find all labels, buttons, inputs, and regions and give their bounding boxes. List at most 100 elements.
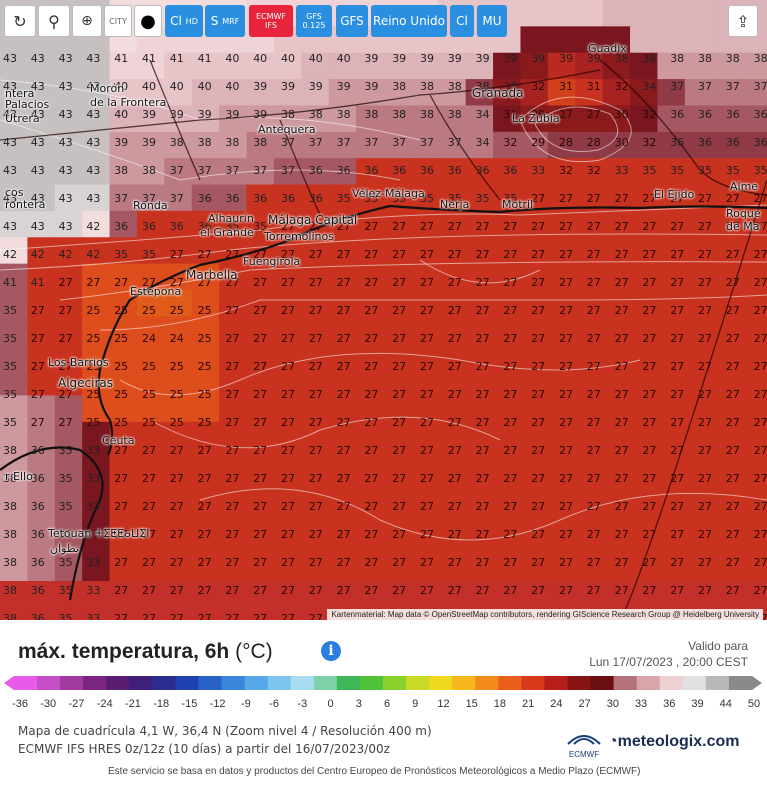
- temperature-value: 27: [281, 528, 295, 541]
- temperature-value: 27: [726, 220, 740, 233]
- temperature-value: 27: [726, 444, 740, 457]
- valid-time: Valido para Lun 17/07/2023 , 20:00 CEST: [589, 638, 748, 670]
- temperature-value: 38: [198, 136, 212, 149]
- temperature-value: 36: [31, 584, 45, 597]
- scale-swatch: [83, 676, 107, 690]
- city-label: CITY: [109, 16, 127, 26]
- temperature-value: 27: [726, 248, 740, 261]
- temperature-value: 27: [670, 556, 684, 569]
- temperature-value: 27: [281, 332, 295, 345]
- temperature-value: 39: [420, 52, 434, 65]
- cl-button[interactable]: Cl: [450, 5, 474, 37]
- temperature-value: 35: [225, 220, 239, 233]
- temperature-value: 27: [698, 500, 712, 513]
- temperature-value: 39: [503, 52, 517, 65]
- temperature-value: 27: [615, 192, 629, 205]
- temperature-value: 36: [392, 164, 406, 177]
- temperature-value: 27: [698, 360, 712, 373]
- city-button[interactable]: CITY: [104, 5, 132, 37]
- location-button[interactable]: ⚲: [38, 5, 70, 37]
- temperature-value: 27: [448, 416, 462, 429]
- temperature-value: 27: [420, 528, 434, 541]
- scale-tick: -15: [181, 698, 198, 710]
- temperature-value: 38: [698, 52, 712, 65]
- temperature-value: 27: [476, 248, 490, 261]
- temperature-value: 27: [337, 304, 351, 317]
- share-button[interactable]: ⇪: [728, 5, 758, 37]
- gfs-res-sub: 0.125: [302, 21, 326, 30]
- city-label: Torremolinos: [264, 230, 334, 243]
- temperature-value: 27: [670, 444, 684, 457]
- temperature-value: 27: [726, 388, 740, 401]
- temperature-value: 27: [448, 528, 462, 541]
- gfs-0125-button[interactable]: GFS 0.125: [296, 5, 332, 37]
- scale-swatch: [429, 676, 453, 690]
- temperature-value: 27: [531, 556, 545, 569]
- temperature-value: 27: [642, 276, 656, 289]
- temperature-value: 38: [3, 444, 17, 457]
- s-mrf-button[interactable]: S MRF: [205, 5, 245, 37]
- refresh-button[interactable]: ↻: [4, 5, 36, 37]
- temperature-value: 27: [142, 276, 156, 289]
- info-icon[interactable]: i: [321, 641, 341, 661]
- city-label: Alhaurín: [208, 212, 254, 225]
- temperature-value: 27: [364, 556, 378, 569]
- temperature-value: 25: [142, 304, 156, 317]
- temperature-value: 27: [503, 472, 517, 485]
- temperature-value: 43: [31, 164, 45, 177]
- temperature-value: 42: [86, 220, 100, 233]
- cl-hd-button[interactable]: Cl HD: [165, 5, 203, 37]
- temperature-value: 38: [225, 136, 239, 149]
- ecmwf-ifs-button[interactable]: ECMWF IFS: [249, 5, 293, 37]
- zoom-button[interactable]: ⊕: [72, 5, 102, 37]
- temperature-value: 37: [170, 164, 184, 177]
- temperature-value: 27: [309, 248, 323, 261]
- temperature-value: 27: [642, 528, 656, 541]
- temperature-value: 39: [198, 108, 212, 121]
- temperature-value: 43: [31, 136, 45, 149]
- temperature-value: 27: [86, 276, 100, 289]
- temperature-value: 41: [142, 52, 156, 65]
- temperature-value: 32: [642, 136, 656, 149]
- temperature-value: 27: [754, 304, 767, 317]
- temperature-value: 38: [420, 108, 434, 121]
- temperature-value: 36: [309, 164, 323, 177]
- city-label: Marbella: [186, 268, 238, 282]
- scale-swatch: [60, 676, 84, 690]
- scale-swatch: [728, 676, 753, 690]
- temperature-value: 43: [86, 52, 100, 65]
- s-mrf-sub: MRF: [222, 16, 240, 26]
- scale-swatch: [359, 676, 384, 690]
- temperature-value: 35: [253, 220, 267, 233]
- temperature-value: 27: [587, 472, 601, 485]
- temperature-value: 25: [86, 388, 100, 401]
- temperature-value: 27: [253, 388, 267, 401]
- temperature-value: 27: [559, 108, 573, 121]
- share-icon: ⇪: [736, 11, 750, 31]
- city-label: Tetouan ⵜⵉⵟⵟⴰⵡⵉⵏ: [48, 527, 150, 540]
- dot-button[interactable]: ●: [134, 5, 162, 37]
- temperature-value: 39: [170, 108, 184, 121]
- temperature-value: 27: [225, 248, 239, 261]
- temperature-value: 38: [3, 612, 17, 620]
- temperature-value: 27: [337, 500, 351, 513]
- mu-button[interactable]: MU: [477, 5, 507, 37]
- temperature-map[interactable]: 43 43 43 43 41 41 41 41 40 40 40 40 40 39 39 39 39 39 39 39…: [0, 0, 767, 620]
- cl-hd-label: Cl: [170, 14, 182, 28]
- temperature-value: 39: [559, 52, 573, 65]
- temperature-value: 27: [337, 472, 351, 485]
- temperature-value: 27: [726, 360, 740, 373]
- city-label: Vélez-Málaga: [352, 187, 425, 200]
- temperature-value: 27: [59, 276, 73, 289]
- temperature-value: 27: [754, 220, 767, 233]
- temperature-value: 27: [225, 584, 239, 597]
- temperature-value: 27: [503, 416, 517, 429]
- region-button[interactable]: Reino Unido: [371, 5, 447, 37]
- temperature-value: 27: [698, 276, 712, 289]
- gfs-button[interactable]: GFS: [336, 5, 368, 37]
- temperature-value: 28: [559, 136, 573, 149]
- temperature-value: 36: [281, 192, 295, 205]
- temperature-value: 36: [754, 108, 767, 121]
- meteologix-brand[interactable]: ◔meteologix.com: [608, 733, 740, 750]
- scale-tick: 24: [550, 698, 563, 710]
